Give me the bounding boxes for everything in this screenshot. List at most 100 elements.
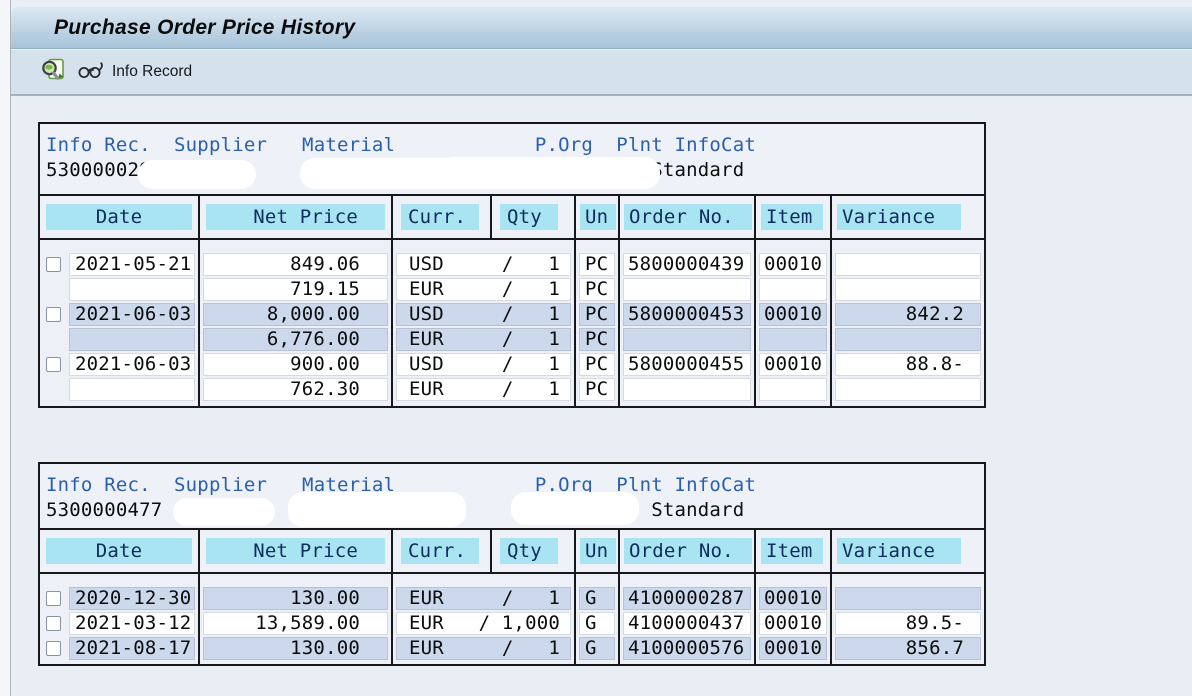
variance-value bbox=[835, 328, 981, 351]
item-cell: 00010 bbox=[754, 611, 830, 636]
checkbox-wrap bbox=[40, 282, 66, 297]
currency-qty-cell: EUR / 1 bbox=[391, 327, 574, 352]
currency-qty-value: EUR / 1,000 bbox=[396, 612, 571, 635]
variance-cell: 842.2 bbox=[830, 302, 984, 327]
net-price-value: 849.06 bbox=[203, 253, 388, 276]
item-value bbox=[759, 278, 827, 301]
page-title: Purchase Order Price History bbox=[54, 15, 356, 39]
item-value bbox=[759, 378, 827, 401]
variance-cell bbox=[830, 277, 984, 302]
net-price-cell: 849.06 bbox=[198, 252, 391, 277]
date-value: 2021-05-21 bbox=[69, 253, 195, 276]
net-price-value: 6,776.00 bbox=[203, 328, 388, 351]
column-header-item: Item bbox=[761, 538, 823, 564]
application-toolbar: Info Record bbox=[11, 49, 1192, 96]
column-header-item: Item bbox=[761, 204, 823, 230]
redaction-blob bbox=[300, 158, 460, 189]
row-checkbox[interactable] bbox=[45, 257, 61, 272]
qty-value: 1 bbox=[548, 328, 560, 350]
price-history-rows: 2021-05-21 849.06 USD/1 PC 5800000439 00010 71… bbox=[40, 240, 984, 406]
order-no-value: 4100000576 bbox=[623, 637, 751, 660]
net-price-cell: 762.30 bbox=[198, 377, 391, 402]
price-history-row: 2021-06-03 900.00 USD / 1 PC 5800000455 00010 88… bbox=[40, 352, 984, 377]
price-history-row: 2020-12-30 130.00 EUR / 1 G 4100000287 00010 bbox=[40, 586, 984, 611]
date-value: 2021-06-03 bbox=[69, 303, 195, 326]
currency-qty-cell: EUR / 1 bbox=[391, 636, 574, 661]
row-checkbox[interactable] bbox=[45, 641, 61, 656]
date-value bbox=[69, 378, 195, 401]
item-value: 00010 bbox=[759, 253, 827, 276]
date-value bbox=[69, 328, 195, 351]
order-no-cell: 5800000439 bbox=[618, 252, 754, 277]
date-value: 2020-12-30 bbox=[69, 587, 195, 610]
date-cell: 2021-06-03 bbox=[40, 352, 198, 377]
title-bar: Purchase Order Price History bbox=[11, 7, 1192, 49]
checkbox-wrap bbox=[40, 641, 66, 656]
per-slash: / bbox=[501, 378, 514, 400]
qty-value: 1 bbox=[548, 278, 560, 300]
row-spacer bbox=[40, 240, 984, 252]
currency-qty-value: EUR / 1 bbox=[396, 378, 571, 401]
row-spacer bbox=[40, 574, 984, 586]
date-cell: 2021-08-17 bbox=[40, 636, 198, 661]
item-value: 00010 bbox=[759, 637, 827, 660]
checkbox-wrap bbox=[40, 332, 66, 347]
variance-cell: 89.5- bbox=[830, 611, 984, 636]
row-checkbox[interactable] bbox=[45, 307, 61, 322]
redaction-blob bbox=[438, 157, 660, 189]
column-header-variance: Variance bbox=[837, 538, 961, 564]
info-header-values: 5300000299 Standard bbox=[46, 159, 745, 181]
magnifier-detail-icon bbox=[40, 57, 66, 87]
choose-detail-button[interactable] bbox=[40, 57, 66, 87]
unit-value: G bbox=[579, 587, 615, 610]
currency-qty-cell: USD / 1 bbox=[391, 302, 574, 327]
currency-qty-cell: USD / 1 bbox=[391, 252, 574, 277]
per-slash: / bbox=[501, 253, 514, 275]
price-history-row: 2021-05-21 849.06 USD / 1 PC 5800000439 00010 bbox=[40, 252, 984, 277]
currency-value: USD bbox=[409, 253, 444, 275]
qty-value: 1 bbox=[548, 253, 560, 275]
redaction-blob bbox=[173, 498, 275, 526]
qty-value: 1 bbox=[548, 637, 560, 659]
net-price-cell: 13,589.00 bbox=[198, 611, 391, 636]
item-value: 00010 bbox=[759, 587, 827, 610]
currency-value: EUR bbox=[409, 587, 444, 609]
column-header-unit: Un bbox=[580, 538, 616, 564]
row-checkbox[interactable] bbox=[45, 616, 61, 631]
variance-cell bbox=[830, 586, 984, 611]
per-slash: / bbox=[501, 328, 514, 350]
date-cell: 2020-12-30 bbox=[40, 586, 198, 611]
currency-value: USD bbox=[409, 303, 444, 325]
unit-cell: PC bbox=[574, 252, 618, 277]
info-record-button[interactable]: Info Record bbox=[77, 60, 192, 84]
order-no-value: 5800000453 bbox=[623, 303, 751, 326]
column-header-order-no: Order No. bbox=[624, 538, 752, 564]
unit-value: PC bbox=[579, 353, 615, 376]
date-value: 2021-06-03 bbox=[69, 353, 195, 376]
checkbox-wrap bbox=[40, 382, 66, 397]
order-no-value: 4100000287 bbox=[623, 587, 751, 610]
date-value: 2021-08-17 bbox=[69, 637, 195, 660]
row-checkbox[interactable] bbox=[45, 591, 61, 606]
per-slash: / bbox=[501, 587, 514, 609]
qty-value: 1 bbox=[548, 587, 560, 609]
item-cell: 00010 bbox=[754, 252, 830, 277]
net-price-cell: 130.00 bbox=[198, 636, 391, 661]
order-no-cell bbox=[618, 327, 754, 352]
item-cell: 00010 bbox=[754, 352, 830, 377]
redaction-blob bbox=[138, 160, 256, 189]
info-record-label: Info Record bbox=[112, 63, 193, 80]
date-cell bbox=[40, 277, 198, 302]
currency-qty-cell: EUR / 1 bbox=[391, 377, 574, 402]
order-no-cell: 5800000453 bbox=[618, 302, 754, 327]
net-price-value: 13,589.00 bbox=[203, 612, 388, 635]
per-slash: / bbox=[501, 303, 514, 325]
order-no-cell: 4100000576 bbox=[618, 636, 754, 661]
order-no-cell: 5800000455 bbox=[618, 352, 754, 377]
qty-value: 1 bbox=[548, 353, 560, 375]
qty-value: 1 bbox=[548, 378, 560, 400]
price-history-row: 2021-08-17 130.00 EUR / 1 G 4100000576 00010 856… bbox=[40, 636, 984, 661]
row-checkbox[interactable] bbox=[45, 357, 61, 372]
info-header-labels: Info Rec. Supplier Material P.Org Plnt I… bbox=[46, 474, 756, 496]
window-left-edge bbox=[0, 0, 11, 696]
